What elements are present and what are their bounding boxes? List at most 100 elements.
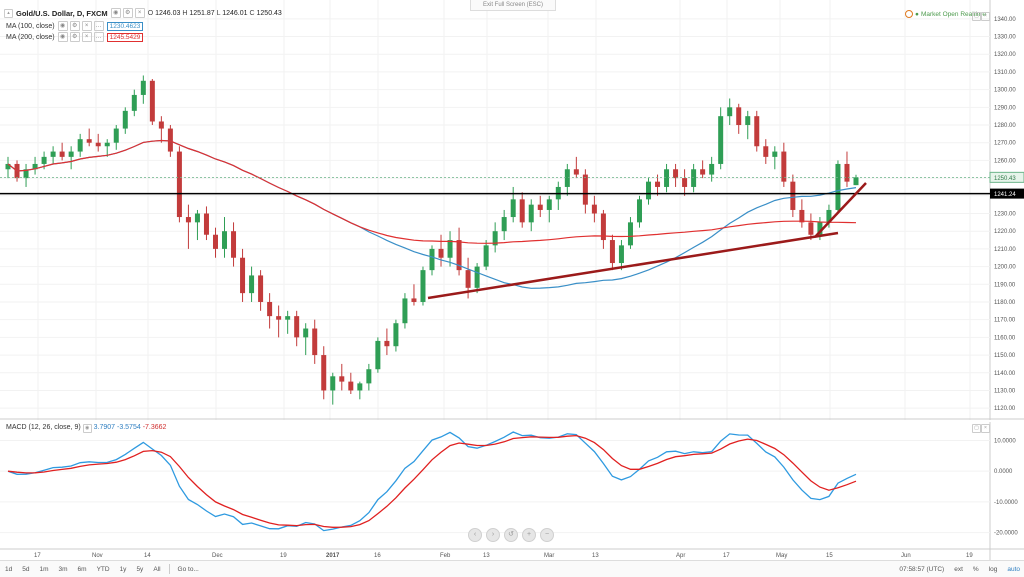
candle-body [700, 169, 706, 175]
settings-icon[interactable]: ⚙ [69, 21, 80, 31]
utc-clock[interactable]: 07:58:57 (UTC) [899, 565, 945, 573]
candle-body [655, 181, 661, 187]
price-tick-label: 1270.00 [994, 141, 1016, 147]
bottom-right-controls: 07:58:57 (UTC) ext % log auto [899, 561, 1020, 577]
close-icon[interactable]: × [81, 21, 92, 31]
candle-body [826, 209, 832, 223]
candle-body [754, 116, 760, 147]
steep-trendline [814, 182, 867, 238]
auto-toggle[interactable]: auto [1007, 565, 1020, 573]
goto-date-button[interactable]: Go to... [177, 565, 199, 573]
candle-body [799, 209, 805, 223]
pane-close-icon[interactable]: × [981, 12, 990, 21]
range-1m[interactable]: 1m [39, 565, 49, 573]
price-chart[interactable]: 1340.00 1330.00 1320.00 1310.00 1300.00 1290.… [0, 0, 1024, 420]
eye-icon[interactable]: ◉ [57, 21, 68, 31]
candle-body [420, 270, 426, 302]
collapse-icon[interactable]: ▴ [4, 8, 13, 18]
price-tick-label: 1340.00 [994, 17, 1016, 23]
macd-close-icon[interactable]: × [981, 424, 990, 433]
range-1y[interactable]: 1y [119, 565, 127, 573]
candle-body [194, 213, 200, 223]
candle-body [447, 240, 453, 258]
price-tick-label: 1230.00 [994, 212, 1016, 218]
chart-nav-controls: ‹ › ↺ + − [468, 528, 554, 542]
line-price-tag [990, 188, 1024, 199]
eye-icon[interactable]: ◉ [57, 32, 68, 42]
time-tick-label: Mar [544, 553, 554, 559]
price-tick-label: 1210.00 [994, 247, 1016, 253]
time-tick-label: 15 [826, 553, 833, 559]
time-tick-label: Apr [676, 553, 685, 559]
range-3m[interactable]: 3m [58, 565, 68, 573]
price-tick-label: 1200.00 [994, 265, 1016, 271]
candle-body [203, 213, 209, 235]
range-all[interactable]: All [153, 565, 161, 573]
time-tick-label: 17 [34, 553, 41, 559]
candle-body [519, 199, 525, 223]
candle-body [844, 163, 850, 182]
price-axis-bg [990, 0, 1024, 420]
candle-body [664, 169, 670, 187]
pane-maximize-icon[interactable]: ▢ [972, 12, 981, 21]
more-icon[interactable]: … [93, 21, 104, 31]
macd-maximize-icon[interactable]: ▢ [972, 424, 981, 433]
candle-body [465, 270, 471, 288]
time-tick-label: 14 [144, 553, 151, 559]
macd-chart[interactable]: 10.0000 0.0000 -10.0000 -20.0000 17 Nov 14 Dec 1… [0, 0, 1024, 560]
zoom-out-button[interactable]: − [540, 528, 554, 542]
percent-toggle[interactable]: % [972, 565, 979, 573]
settings-icon[interactable]: ⚙ [122, 8, 133, 18]
time-tick-label: 13 [483, 553, 490, 559]
ma200-value: 1245.5429 [106, 32, 144, 42]
price-tick-label: 1300.00 [994, 88, 1016, 94]
candle-body [149, 80, 155, 122]
zoom-in-button[interactable]: + [522, 528, 536, 542]
candle-body [673, 169, 679, 179]
candle-body [375, 340, 381, 370]
scroll-right-button[interactable]: › [486, 528, 500, 542]
candle-body [646, 181, 652, 200]
candle-body [167, 128, 173, 152]
time-tick-label: Dec [212, 553, 223, 559]
candle-body [158, 121, 164, 129]
candle-body [176, 151, 182, 218]
scroll-left-button[interactable]: ‹ [468, 528, 482, 542]
eye-icon[interactable]: ◉ [82, 424, 92, 433]
settings-icon[interactable]: ⚙ [69, 32, 80, 42]
range-ytd[interactable]: YTD [96, 565, 110, 573]
close-icon[interactable]: × [134, 8, 145, 18]
range-1d[interactable]: 1d [5, 565, 13, 573]
ma100-legend: MA (100, close) ◉ ⚙ ×… 1230.4623 [6, 21, 144, 31]
bottom-toolbar: 1d 5d 1m 3m 6m YTD 1y 5y All Go to... 07… [0, 560, 1024, 577]
macd-tick-label: 0.0000 [994, 469, 1013, 475]
candle-body [483, 245, 489, 267]
candle-body [727, 107, 733, 117]
candle-body [267, 301, 273, 317]
candle-body [573, 169, 579, 175]
eye-icon[interactable]: ◉ [110, 8, 121, 18]
candle-body [357, 383, 363, 391]
range-5y[interactable]: 5y [136, 565, 144, 573]
candle-body [240, 257, 246, 294]
candle-body [113, 128, 119, 143]
ext-toggle[interactable]: ext [954, 565, 963, 573]
range-5d[interactable]: 5d [22, 565, 30, 573]
price-tick-label: 1180.00 [994, 300, 1016, 306]
exit-fullscreen-button[interactable]: Exit Full Screen (ESC) [470, 0, 556, 11]
reset-button[interactable]: ↺ [504, 528, 518, 542]
trendline [427, 231, 839, 300]
candle-body [185, 217, 191, 223]
range-6m[interactable]: 6m [77, 565, 87, 573]
macd-legend: MACD (12, 26, close, 9) ◉ 3.7907 -3.5754… [6, 424, 166, 433]
more-icon[interactable]: … [93, 32, 104, 42]
time-tick-label: Nov [92, 553, 103, 559]
candle-body [736, 107, 742, 126]
candle-body [131, 94, 137, 111]
time-tick-label: 17 [723, 553, 730, 559]
symbol-legend: ▴ Gold/U.S. Dollar, D, FXCM ◉ ⚙ × O 1246… [4, 8, 282, 18]
log-toggle[interactable]: log [988, 565, 998, 573]
close-icon[interactable]: × [81, 32, 92, 42]
candle-body [718, 116, 724, 164]
macd-tick-label: -20.0000 [994, 531, 1018, 537]
